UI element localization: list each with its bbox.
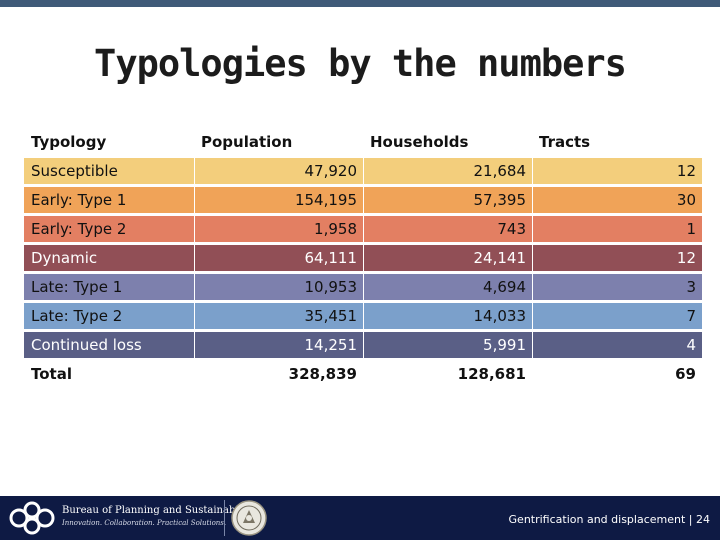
tracts-cell: 12	[533, 158, 702, 184]
tracts-cell: 4	[533, 332, 702, 358]
table-row: Late: Type 1 10,953 4,694 3	[24, 274, 702, 303]
typology-table: Typology Population Households Tracts Su…	[24, 129, 702, 390]
bureau-logo-icon	[9, 501, 55, 535]
header-households: Households	[370, 133, 469, 151]
population-cell: 47,920	[195, 158, 363, 184]
table-total-row: Total 328,839 128,681 69	[24, 361, 702, 390]
households-cell: 4,694	[364, 274, 532, 300]
table-row: Continued loss 14,251 5,991 4	[24, 332, 702, 361]
tracts-cell: 1	[533, 216, 702, 242]
households-cell: 24,141	[364, 245, 532, 271]
footer-caption: Gentrification and displacement | 24	[508, 513, 710, 526]
header-tracts: Tracts	[539, 133, 591, 151]
table-row: Late: Type 2 35,451 14,033 7	[24, 303, 702, 332]
table-row: Early: Type 1 154,195 57,395 30	[24, 187, 702, 216]
population-cell: 1,958	[195, 216, 363, 242]
table-header-row: Typology Population Households Tracts	[24, 129, 702, 158]
total-households: 128,681	[457, 365, 526, 383]
population-cell: 10,953	[195, 274, 363, 300]
tracts-cell: 12	[533, 245, 702, 271]
population-cell: 14,251	[195, 332, 363, 358]
top-accent-bar	[0, 0, 720, 7]
total-tracts: 69	[675, 365, 696, 383]
table-row: Early: Type 2 1,958 743 1	[24, 216, 702, 245]
tracts-cell: 3	[533, 274, 702, 300]
org-tagline: Innovation. Collaboration. Practical Sol…	[62, 519, 227, 527]
households-cell: 14,033	[364, 303, 532, 329]
typology-cell: Dynamic	[24, 245, 194, 271]
typology-cell: Early: Type 2	[24, 216, 194, 242]
footer-bar: Bureau of Planning and Sustainability In…	[0, 496, 720, 540]
total-population: 328,839	[288, 365, 357, 383]
typology-cell: Susceptible	[24, 158, 194, 184]
population-cell: 35,451	[195, 303, 363, 329]
households-cell: 57,395	[364, 187, 532, 213]
households-cell: 21,684	[364, 158, 532, 184]
typology-cell: Early: Type 1	[24, 187, 194, 213]
households-cell: 743	[364, 216, 532, 242]
table-row: Dynamic 64,111 24,141 12	[24, 245, 702, 274]
header-population: Population	[201, 133, 293, 151]
city-seal-icon	[231, 500, 267, 536]
total-label: Total	[31, 365, 72, 383]
households-cell: 5,991	[364, 332, 532, 358]
tracts-cell: 30	[533, 187, 702, 213]
typology-cell: Late: Type 1	[24, 274, 194, 300]
table-row: Susceptible 47,920 21,684 12	[24, 158, 702, 187]
typology-cell: Continued loss	[24, 332, 194, 358]
population-cell: 154,195	[195, 187, 363, 213]
org-name: Bureau of Planning and Sustainability	[62, 505, 255, 516]
population-cell: 64,111	[195, 245, 363, 271]
typology-cell: Late: Type 2	[24, 303, 194, 329]
slide-title: Typologies by the numbers	[94, 42, 627, 85]
footer-divider	[224, 500, 225, 536]
header-typology: Typology	[31, 133, 107, 151]
tracts-cell: 7	[533, 303, 702, 329]
